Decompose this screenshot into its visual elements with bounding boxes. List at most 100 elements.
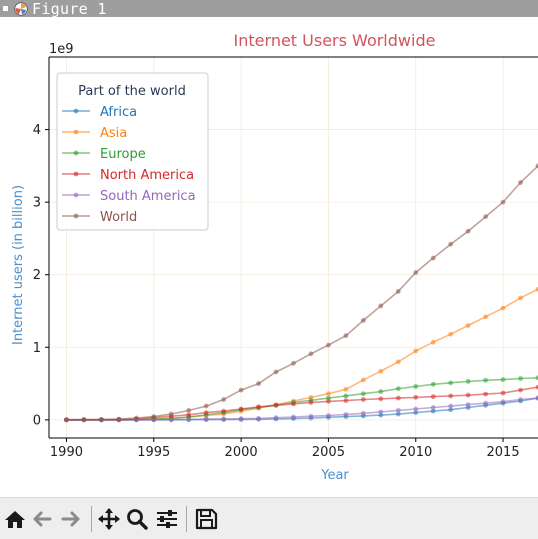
data-point <box>501 200 506 205</box>
data-point <box>186 408 191 413</box>
data-point <box>448 404 453 409</box>
data-point <box>431 405 436 410</box>
navigation-toolbar <box>0 497 538 539</box>
data-point <box>291 361 296 366</box>
data-point <box>343 333 348 338</box>
data-point <box>518 180 523 185</box>
y-tick-label: 4 <box>33 123 41 138</box>
data-point <box>466 379 471 384</box>
data-point <box>413 395 418 400</box>
y-tick-label: 1 <box>33 341 41 356</box>
x-tick-label: 2015 <box>487 445 520 460</box>
data-point <box>239 416 244 421</box>
data-point <box>378 389 383 394</box>
pan-button[interactable] <box>96 507 122 531</box>
data-point <box>204 410 209 415</box>
x-axis-label: Year <box>320 468 349 483</box>
data-point <box>518 388 523 393</box>
configure-subplots-button[interactable] <box>154 507 180 531</box>
data-point <box>326 343 331 348</box>
data-point <box>326 391 331 396</box>
data-point <box>483 214 488 219</box>
data-point <box>466 229 471 234</box>
y-tick-label: 2 <box>33 268 41 283</box>
x-tick-label: 2005 <box>312 445 345 460</box>
data-point <box>413 270 418 275</box>
legend-label: Africa <box>100 105 137 120</box>
legend-label: Asia <box>100 126 127 141</box>
data-point <box>151 414 156 419</box>
data-point <box>361 378 366 383</box>
legend-title: Part of the world <box>78 84 186 99</box>
data-point <box>343 387 348 392</box>
data-point <box>186 412 191 417</box>
data-point <box>343 412 348 417</box>
data-point <box>309 414 314 419</box>
data-point <box>501 399 506 404</box>
configure-subplots-icon <box>154 507 180 531</box>
data-point <box>326 399 331 404</box>
data-point <box>274 403 279 408</box>
data-point <box>448 394 453 399</box>
data-point <box>413 349 418 354</box>
window-menu-icon[interactable] <box>3 6 8 11</box>
data-point <box>396 359 401 364</box>
data-point <box>274 415 279 420</box>
data-point <box>221 409 226 414</box>
data-point <box>256 416 261 421</box>
pan-move-icon <box>96 507 122 531</box>
data-point <box>343 394 348 399</box>
back-arrow-icon <box>30 507 56 531</box>
data-point <box>204 404 209 409</box>
data-point <box>239 407 244 412</box>
data-point <box>483 401 488 406</box>
data-point <box>134 416 139 421</box>
y-tick-label: 3 <box>33 196 41 211</box>
data-point <box>343 398 348 403</box>
data-point <box>239 388 244 393</box>
legend-label: Europe <box>100 147 146 162</box>
data-point <box>396 289 401 294</box>
data-point <box>431 394 436 399</box>
legend-swatch-marker <box>74 151 79 156</box>
window-titlebar: Figure 1 <box>0 0 538 17</box>
data-point <box>361 397 366 402</box>
data-point <box>448 380 453 385</box>
data-point <box>413 407 418 412</box>
data-point <box>221 397 226 402</box>
save-floppy-icon <box>193 507 219 531</box>
toolbar-separator <box>91 506 92 532</box>
data-point <box>309 400 314 405</box>
home-button[interactable] <box>2 507 28 531</box>
zoom-button[interactable] <box>124 507 150 531</box>
data-point <box>64 417 69 422</box>
x-tick-label: 1990 <box>50 445 83 460</box>
y-tick-label: 0 <box>33 413 41 428</box>
data-point <box>501 306 506 311</box>
forward-arrow-icon <box>58 507 84 531</box>
data-point <box>448 332 453 337</box>
data-point <box>448 242 453 247</box>
legend-swatch-marker <box>74 130 79 135</box>
data-point <box>361 411 366 416</box>
data-point <box>82 417 87 422</box>
data-point <box>518 296 523 301</box>
forward-button[interactable] <box>58 507 84 531</box>
data-point <box>396 408 401 413</box>
data-point <box>378 369 383 374</box>
data-point <box>483 392 488 397</box>
legend-label: World <box>100 210 137 225</box>
save-button[interactable] <box>193 507 219 531</box>
legend-swatch-marker <box>74 109 79 114</box>
data-point <box>361 391 366 396</box>
back-button[interactable] <box>30 507 56 531</box>
data-point <box>518 397 523 402</box>
y-offset-label: 1e9 <box>49 42 74 57</box>
data-point <box>291 415 296 420</box>
data-point <box>221 417 226 422</box>
data-point <box>309 351 314 356</box>
data-point <box>169 412 174 417</box>
